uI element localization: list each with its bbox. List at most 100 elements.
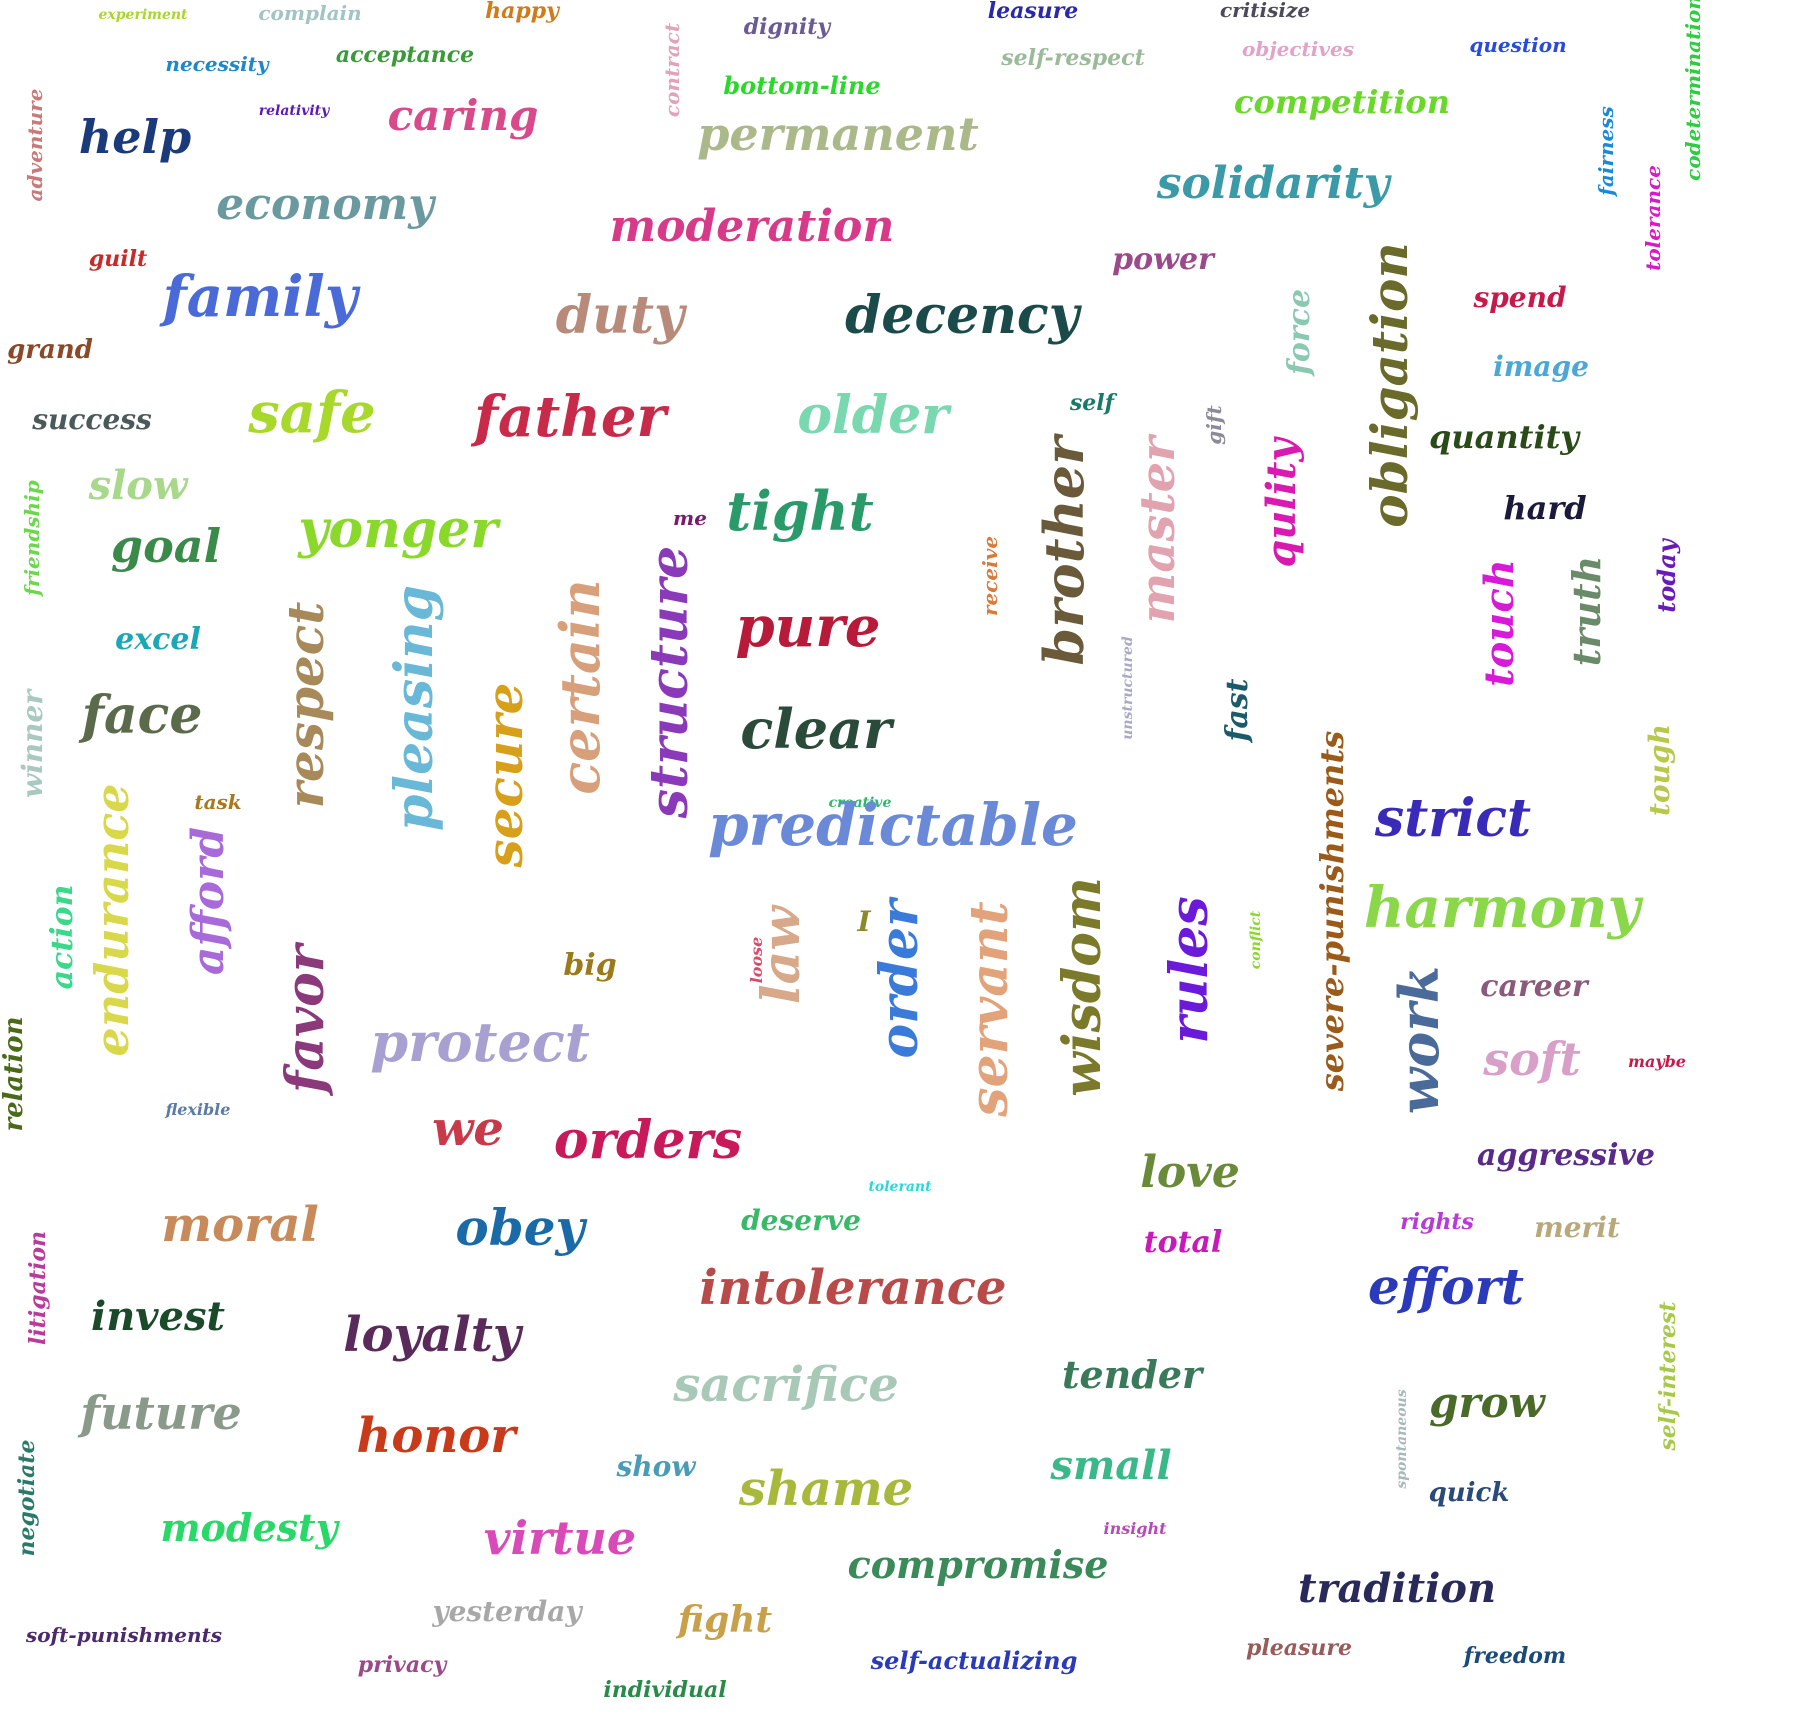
word-negotiate: negotiate <box>14 1439 40 1557</box>
word-afford: afford <box>183 826 234 976</box>
word-future: future <box>80 1386 242 1440</box>
word-loyalty: loyalty <box>343 1307 521 1363</box>
word-grand: grand <box>7 335 93 365</box>
word-spend: spend <box>1473 281 1567 314</box>
word-self-actualizing: self-actualizing <box>870 1646 1078 1675</box>
word-adventure: adventure <box>23 88 47 202</box>
word-quantity: quantity <box>1429 418 1579 456</box>
word-shame: shame <box>738 1461 914 1517</box>
word-critisize: critisize <box>1219 0 1311 22</box>
word-duty: duty <box>555 285 685 346</box>
word-obey: obey <box>455 1198 585 1257</box>
word-family: family <box>162 264 358 330</box>
word-image: image <box>1493 350 1589 383</box>
word-gift: gift <box>1202 405 1226 445</box>
word-action: action <box>45 884 80 990</box>
word-brother: brother <box>1032 436 1096 666</box>
word-yesterday: yesterday <box>432 1595 582 1628</box>
word-pleasure: pleasure <box>1246 1635 1352 1661</box>
word-self-respect: self-respect <box>1001 45 1145 71</box>
word-goal: goal <box>110 519 222 573</box>
word-tough: tough <box>1643 724 1676 816</box>
word-tight: tight <box>726 479 874 543</box>
word-structure: structure <box>639 545 700 819</box>
word-hard: hard <box>1503 489 1587 527</box>
word-respect: respect <box>276 601 335 809</box>
word-task: task <box>194 790 242 814</box>
word-litigation: litigation <box>25 1230 51 1346</box>
word-today: today <box>1652 539 1681 613</box>
word-pleasing: pleasing <box>384 584 445 832</box>
word-necessity: necessity <box>165 52 269 76</box>
word-moderation: moderation <box>609 201 895 252</box>
word-quick: quick <box>1428 1478 1510 1508</box>
word-experiment: experiment <box>98 7 188 23</box>
word-sacrifice: sacrifice <box>673 1357 899 1413</box>
word-deserve: deserve <box>741 1204 861 1237</box>
word-receive: receive <box>978 535 1002 617</box>
word-economy: economy <box>216 179 434 230</box>
word-predictable: predictable <box>708 791 1078 859</box>
word-effort: effort <box>1368 1257 1524 1316</box>
word-leasure: leasure <box>987 0 1079 24</box>
word-permanent: permanent <box>697 107 979 161</box>
word-endurance: endurance <box>85 783 139 1057</box>
word-servant: servant <box>959 901 1020 1117</box>
word-orders: orders <box>553 1110 743 1171</box>
word-intolerance: intolerance <box>699 1260 1007 1316</box>
word-complain: complain <box>258 1 362 25</box>
word-honor: honor <box>356 1408 516 1464</box>
word-unstructured: unstructured <box>1120 636 1136 740</box>
word-compromise: compromise <box>847 1542 1109 1587</box>
word-guilt: guilt <box>88 246 148 272</box>
word-moral: moral <box>161 1197 319 1253</box>
word-order: order <box>869 899 930 1059</box>
word-truth: truth <box>1564 555 1609 667</box>
word-flexible: flexible <box>165 1100 231 1119</box>
word-small: small <box>1050 1442 1172 1489</box>
word-slow: slow <box>88 462 188 509</box>
word-severe-punishments: severe-punishments <box>1313 730 1351 1092</box>
word-secure: secure <box>475 682 534 868</box>
word-fast: fast <box>1220 678 1255 742</box>
word-decency: decency <box>845 285 1079 346</box>
word-question: question <box>1469 33 1567 57</box>
word-friendship: friendship <box>20 480 44 596</box>
word-privacy: privacy <box>357 1652 447 1678</box>
word-qulity: qulity <box>1258 438 1305 568</box>
word-wisdom: wisdom <box>1052 877 1113 1097</box>
word-strict: strict <box>1374 788 1532 849</box>
word-freedom: freedom <box>1463 1643 1567 1669</box>
word-master: master <box>1130 436 1186 624</box>
word-big: big <box>563 948 617 983</box>
word-yonger: yonger <box>298 499 498 560</box>
word-happy: happy <box>485 0 559 24</box>
word-power: power <box>1112 242 1214 277</box>
word-i: I <box>857 905 871 938</box>
word-solidarity: solidarity <box>1156 158 1390 209</box>
word-grow: grow <box>1429 1378 1545 1427</box>
word-tolerance: tolerance <box>1641 165 1665 271</box>
word-harmony: harmony <box>1363 875 1641 941</box>
word-relativity: relativity <box>258 103 330 119</box>
word-self-interest: self-interest <box>1655 1301 1681 1451</box>
word-virtue: virtue <box>483 1511 637 1565</box>
word-rules: rules <box>1159 896 1220 1044</box>
word-invest: invest <box>91 1293 225 1340</box>
word-favor: favor <box>275 944 336 1094</box>
word-winner: winner <box>16 689 49 799</box>
word-spontaneous: spontaneous <box>1394 1389 1410 1489</box>
word-face: face <box>81 685 203 746</box>
word-objectives: objectives <box>1242 37 1354 61</box>
word-modesty: modesty <box>160 1505 338 1550</box>
word-self: self <box>1069 390 1115 416</box>
word-obligation: obligation <box>1360 242 1419 528</box>
word-merit: merit <box>1534 1211 1620 1244</box>
word-dignity: dignity <box>743 14 831 40</box>
word-acceptance: acceptance <box>335 42 475 68</box>
word-success: success <box>32 403 152 436</box>
word-conflict: conflict <box>1248 910 1264 970</box>
word-tradition: tradition <box>1297 1565 1497 1612</box>
word-bottom-line: bottom-line <box>723 71 881 100</box>
